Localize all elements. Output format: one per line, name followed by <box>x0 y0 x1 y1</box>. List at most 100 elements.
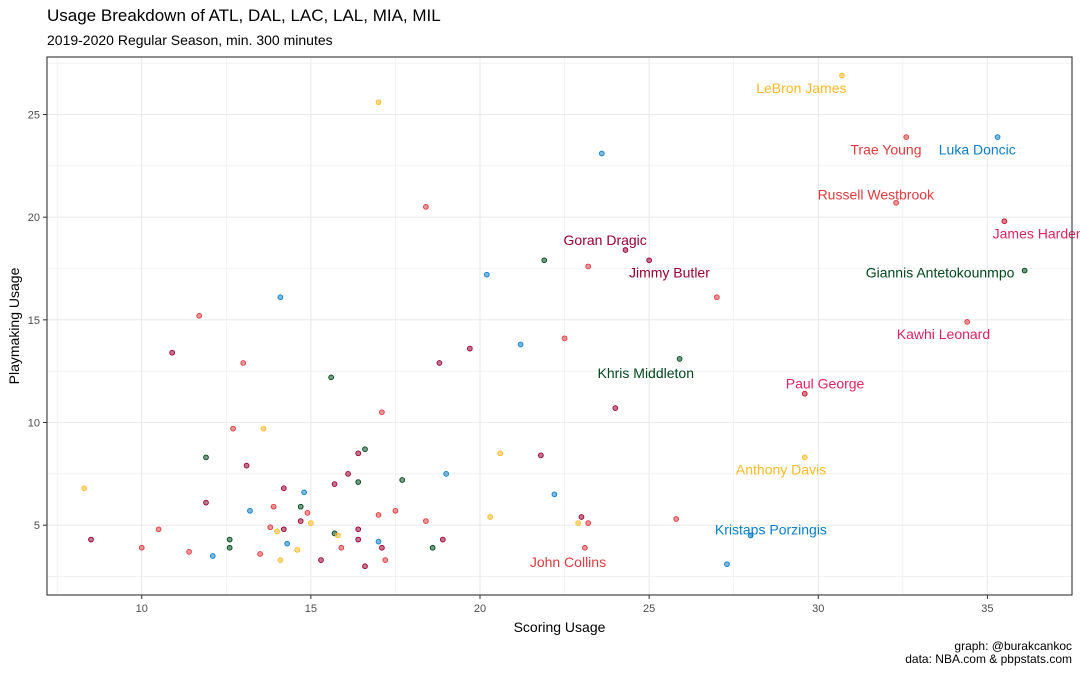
data-point-mia <box>331 481 338 487</box>
data-point-dal <box>247 507 253 514</box>
x-axis-title: Scoring Usage <box>514 619 606 635</box>
data-point-mia <box>436 360 443 366</box>
data-point-mil <box>226 544 233 551</box>
y-tick-label: 25 <box>28 109 40 121</box>
data-point-mia <box>439 536 446 543</box>
data-point-mia <box>280 485 287 492</box>
data-point-atl <box>379 409 385 416</box>
x-tick-label: 20 <box>474 603 486 615</box>
data-point-atl <box>304 510 311 516</box>
data-point-mia <box>578 514 585 520</box>
data-point-atl <box>673 516 680 522</box>
data-point-lal <box>260 425 267 432</box>
data-point-mia <box>243 462 250 469</box>
y-tick-label: 5 <box>34 520 40 532</box>
data-point-atl <box>585 263 592 270</box>
data-point-mil <box>297 503 304 510</box>
data-point-lal <box>497 450 504 457</box>
data-point-atl <box>155 526 162 533</box>
data-point-atl <box>392 507 399 514</box>
data-point-dal <box>483 271 490 278</box>
data-point-mia <box>297 518 304 524</box>
data-point-atl <box>230 425 236 432</box>
player-label: Trae Young <box>850 141 921 157</box>
player-label: Russell Westbrook <box>818 187 935 203</box>
data-point-lal <box>294 546 301 553</box>
data-point-lal <box>277 557 284 563</box>
y-tick-label: 10 <box>28 418 40 430</box>
data-point-mil <box>676 356 683 362</box>
x-tick-label: 35 <box>981 603 993 615</box>
player-label: James Harden <box>993 226 1080 242</box>
data-point-atl <box>903 134 910 140</box>
data-point-atl <box>138 544 145 551</box>
data-point-atl <box>423 518 429 524</box>
data-point-atl <box>338 544 345 551</box>
data-point-atl <box>964 319 970 325</box>
data-point-atl <box>382 557 389 563</box>
data-point-atl <box>186 549 192 555</box>
data-point-lal <box>274 528 280 535</box>
annotation-layer: LeBron James Trae Young Luka Doncic Russell… <box>530 80 1080 570</box>
data-point-mil <box>541 257 548 264</box>
data-point-mia <box>355 536 362 543</box>
data-point-lal <box>575 520 581 526</box>
data-point-atl <box>713 294 720 301</box>
data-point-dal <box>551 491 558 498</box>
data-point-mia <box>355 450 362 457</box>
data-point-atl <box>585 520 592 526</box>
data-point-mia <box>345 470 351 477</box>
caption: graph: @burakcankoc data: NBA.com & pbps… <box>905 640 1072 666</box>
data-point-atl <box>561 335 568 342</box>
player-label: Giannis Antetokounmpo <box>866 265 1015 281</box>
data-point-mil <box>328 374 335 381</box>
data-point-mil <box>1021 267 1028 274</box>
player-label: Kristaps Porzingis <box>715 521 827 537</box>
data-point-dal <box>517 341 524 348</box>
data-point-atl <box>270 503 277 510</box>
data-point-atl <box>196 312 203 319</box>
data-point-atl <box>267 524 274 531</box>
data-point-lac <box>1001 218 1008 225</box>
data-point-mia <box>612 405 619 411</box>
data-point-dal <box>284 540 291 547</box>
y-tick-label: 20 <box>28 212 40 224</box>
data-point-dal <box>724 561 730 568</box>
data-point-lal <box>839 72 845 79</box>
data-point-dal <box>277 294 284 301</box>
data-point-mia <box>318 557 324 563</box>
data-point-lal <box>308 520 314 526</box>
data-point-mia <box>88 536 94 543</box>
data-point-atl <box>423 204 429 210</box>
data-point-mia <box>169 349 176 356</box>
data-point-atl <box>240 360 247 366</box>
data-point-atl <box>582 544 588 551</box>
data-point-mia <box>467 345 473 352</box>
data-point-mil <box>429 544 436 551</box>
data-point-dal <box>994 134 1001 140</box>
data-point-mia <box>355 526 362 533</box>
data-point-dal <box>747 532 754 539</box>
data-point-dal <box>209 553 216 559</box>
axis-layer: 10 15 20 25 30 35 5 10 15 20 25 <box>28 109 994 615</box>
caption-data-source: data: NBA.com & pbpstats.com <box>905 652 1072 666</box>
data-point-mia <box>622 247 629 253</box>
data-point-dal <box>443 470 450 477</box>
data-point-lal <box>375 99 382 106</box>
data-point-mia <box>280 526 287 533</box>
data-point-mil <box>226 536 233 543</box>
data-point-atl <box>893 199 899 206</box>
player-label: Goran Dragic <box>564 232 647 248</box>
player-label: Luka Doncic <box>939 141 1016 157</box>
data-point-lal <box>487 514 494 520</box>
data-point-lal <box>81 485 88 492</box>
player-label: LeBron James <box>756 80 846 96</box>
data-point-mil <box>399 477 406 483</box>
player-label: Anthony Davis <box>736 462 826 478</box>
data-point-mia <box>362 563 368 570</box>
data-point-lal <box>801 454 808 461</box>
player-label: Kawhi Leonard <box>897 326 990 342</box>
x-tick-label: 25 <box>643 603 655 615</box>
player-label: John Collins <box>530 554 606 570</box>
